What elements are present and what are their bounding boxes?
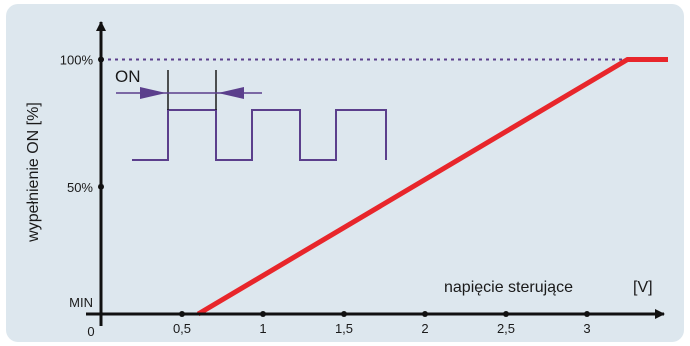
x-tick-dot bbox=[584, 311, 590, 317]
y-axis-title: wypełnienie ON [%] bbox=[25, 102, 42, 243]
x-tick-label: 0,5 bbox=[173, 321, 191, 336]
x-tick-dot bbox=[503, 311, 509, 317]
x-tick-dot bbox=[341, 311, 347, 317]
chart-background bbox=[6, 4, 684, 342]
on-dimension-arrow-left bbox=[140, 87, 166, 99]
x-tick-dot bbox=[179, 311, 185, 317]
y-axis-ticks: MIN 50% 100% bbox=[60, 53, 104, 310]
y-tick-label: 100% bbox=[60, 53, 94, 68]
duty-cycle-line bbox=[196, 57, 668, 317]
y-tick-label: 50% bbox=[67, 180, 93, 195]
on-dimension-arrow-right bbox=[218, 87, 244, 99]
x-tick-label: 0 bbox=[87, 324, 94, 339]
y-tick-label: MIN bbox=[69, 295, 93, 310]
y-tick-dot bbox=[98, 56, 104, 63]
y-tick-dot bbox=[98, 183, 104, 190]
series-layer bbox=[196, 57, 668, 317]
x-tick-label: 1 bbox=[259, 321, 266, 336]
x-tick-label: 2,5 bbox=[497, 321, 515, 336]
x-tick-label: 1,5 bbox=[335, 321, 353, 336]
pwm-duty-inset: ON bbox=[115, 67, 387, 161]
on-label: ON bbox=[115, 67, 141, 86]
x-axis-ticks: 0 0,5 1 1,5 2 2,5 3 bbox=[87, 311, 591, 339]
x-tick-dot bbox=[422, 311, 428, 317]
x-axis-unit: [V] bbox=[633, 279, 653, 296]
x-axis-title: napięcie sterujące bbox=[444, 279, 573, 296]
x-tick-label: 3 bbox=[583, 321, 590, 336]
x-tick-label: 2 bbox=[421, 321, 428, 336]
x-tick-dot bbox=[260, 311, 266, 317]
